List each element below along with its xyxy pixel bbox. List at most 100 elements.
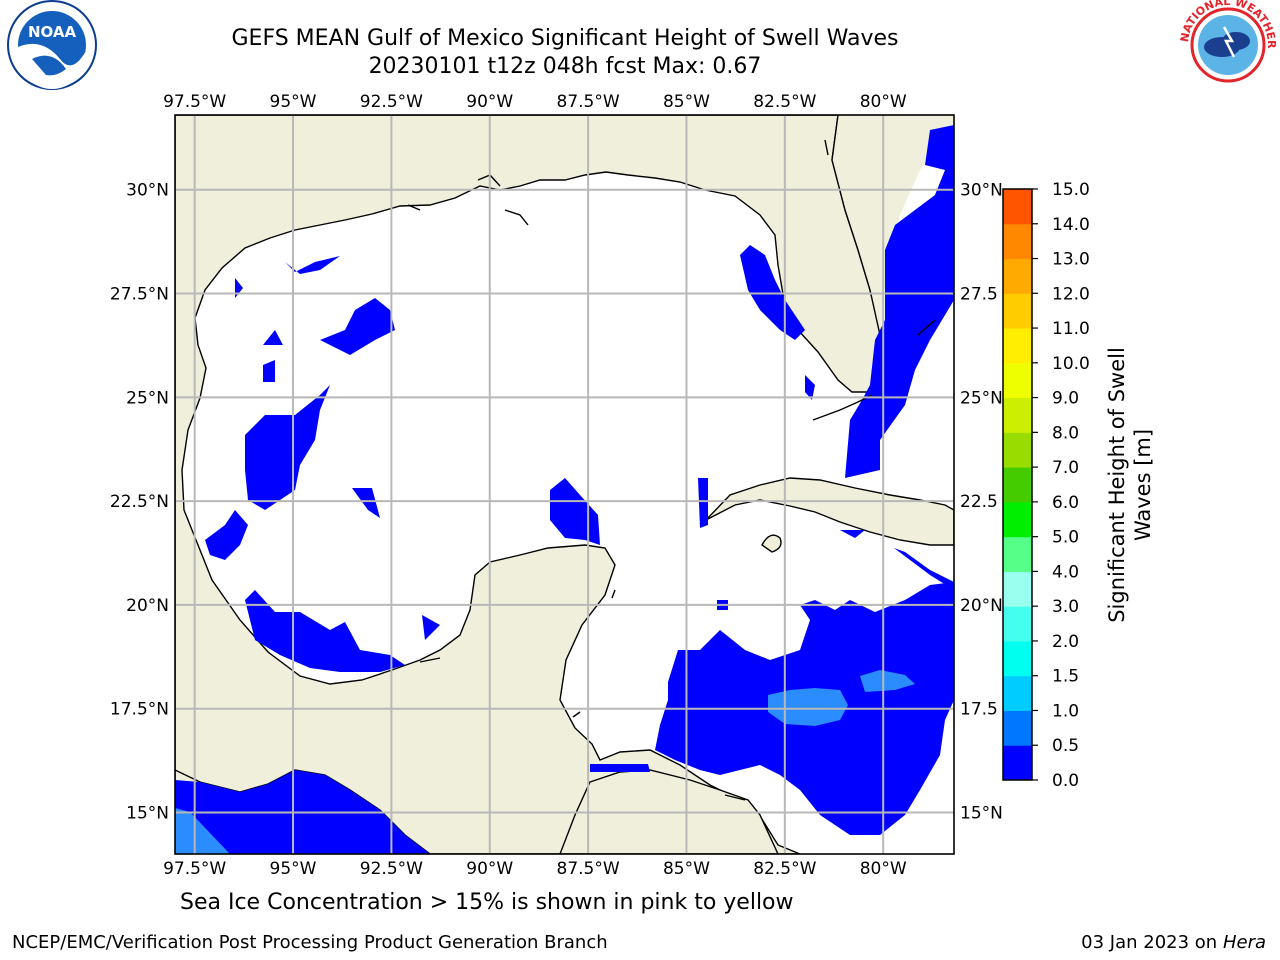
lon-tick-label-bottom: 90°W xyxy=(466,859,513,879)
lat-tick-label-left: 20°N xyxy=(126,596,169,616)
colorbar-band xyxy=(1003,223,1032,260)
lon-tick-label-top: 82.5°W xyxy=(753,92,816,112)
swell-region-small-7 xyxy=(805,375,815,400)
swell-region-west-mid xyxy=(205,510,248,560)
footer-producer: NCEP/EMC/Verification Post Processing Pr… xyxy=(12,932,608,953)
national-weather-service-logo: NATIONAL WEATHER SERVICE xyxy=(1178,0,1278,91)
colorbar-tick-label: 12.0 xyxy=(1052,284,1090,304)
swell-patch-caribbean-center xyxy=(768,688,848,726)
swell-patch-pacific-sw xyxy=(175,808,230,854)
colorbar-tick-label: 10.0 xyxy=(1052,354,1090,374)
colorbar-tick-label: 0.0 xyxy=(1052,771,1079,791)
colorbar-band xyxy=(1003,467,1032,503)
lat-tick-label-left: 17.5°N xyxy=(110,700,169,720)
swell-region-small-5 xyxy=(422,615,440,640)
colorbar-band xyxy=(1003,745,1032,781)
lon-tick-label-bottom: 80°W xyxy=(860,859,907,879)
noaa-logo-text: NOAA xyxy=(28,23,77,41)
footer-date: 03 Jan 2023 on Hera xyxy=(1081,932,1266,953)
colorbar-frame xyxy=(1002,188,1033,781)
colorbar-band xyxy=(1003,293,1032,329)
land-cuba xyxy=(705,477,954,546)
lon-tick-label-top: 97.5°W xyxy=(163,92,226,112)
lat-tick-label-right: 15°N xyxy=(960,803,1003,823)
colorbar-tick-label: 6.0 xyxy=(1052,493,1079,513)
colorbar-band xyxy=(1003,258,1032,294)
colorbar-label-line1: Significant Height of Swell xyxy=(1105,347,1129,623)
swell-patch-caribbean-east xyxy=(860,670,915,692)
swell-region-small-1 xyxy=(263,330,283,345)
lat-tick-label-right: 27.5 xyxy=(960,285,998,305)
lon-tick-label-top: 95°W xyxy=(270,92,317,112)
colorbar-tick-label: 3.0 xyxy=(1052,597,1079,617)
swell-region-nw-tip xyxy=(698,478,708,528)
swell-region-small-2 xyxy=(263,360,275,382)
sea-ice-caption: Sea Ice Concentration > 15% is shown in … xyxy=(180,890,794,915)
colorbar-band xyxy=(1003,640,1032,677)
colorbar-band xyxy=(1003,189,1032,225)
colorbar-tick-label: 8.0 xyxy=(1052,423,1079,443)
colorbar-band xyxy=(1003,362,1032,399)
colorbar-label-line2: Waves [m] xyxy=(1131,429,1155,541)
lon-tick-label-bottom: 92.5°W xyxy=(360,859,423,879)
swell-region-florida-west xyxy=(740,245,805,340)
swell-region-campeche xyxy=(245,590,405,672)
colorbar-tick-label: 1.0 xyxy=(1052,701,1079,721)
land-isla-juventud xyxy=(761,534,782,553)
colorbar-band xyxy=(1003,536,1032,572)
swell-region-east-florida xyxy=(845,125,954,478)
swell-region-small-8 xyxy=(840,530,865,538)
lon-tick-label-top: 87.5°W xyxy=(557,92,620,112)
lat-tick-label-right: 22.5 xyxy=(960,492,998,512)
colorbar-band xyxy=(1003,606,1032,642)
colorbar-band xyxy=(1003,397,1032,433)
colorbar-tick-label: 15.0 xyxy=(1052,180,1090,200)
colorbar-tick-label: 2.0 xyxy=(1052,632,1079,652)
coast-details xyxy=(407,139,936,801)
chart-title-line2: 20230101 t12z 048h fcst Max: 0.67 xyxy=(368,54,762,79)
map-panel: 97.5°W 97.5°W 95°W 95°W 92.5°W 92.5°W 90°W 90°W… xyxy=(110,92,1003,879)
swell-region-south-honduras xyxy=(590,764,650,772)
swell-region-north xyxy=(285,256,340,274)
lon-tick-label-bottom: 95°W xyxy=(270,859,317,879)
lat-tick-label-right: 20°N xyxy=(960,596,1003,616)
colorbar: 0.0 0.5 1.0 1.5 2.0 3.0 4.0 5.0 6.0 7.0 8.0 9.0 10.0… xyxy=(1002,180,1090,791)
colorbar-band xyxy=(1003,501,1032,538)
footer-date-text: 03 Jan 2023 on xyxy=(1081,932,1223,953)
colorbar-tick-label: 9.0 xyxy=(1052,389,1079,409)
lon-tick-label-bottom: 85°W xyxy=(663,859,710,879)
swell-region-small-4 xyxy=(352,488,380,518)
colorbar-band xyxy=(1003,432,1032,468)
lon-tick-label-bottom: 87.5°W xyxy=(557,859,620,879)
colorbar-tick-label: 11.0 xyxy=(1052,319,1090,339)
lat-tick-label-left: 15°N xyxy=(126,803,169,823)
colorbar-band xyxy=(1003,710,1032,746)
lon-tick-label-top: 85°W xyxy=(663,92,710,112)
lat-tick-label-left: 22.5°N xyxy=(110,492,169,512)
colorbar-tick-label: 5.0 xyxy=(1052,528,1079,548)
colorbar-tick-label: 1.5 xyxy=(1052,667,1079,687)
lon-tick-label-bottom: 82.5°W xyxy=(753,859,816,879)
colorbar-tick-label: 0.5 xyxy=(1052,736,1079,756)
map-gridlines xyxy=(175,115,954,854)
map-axis-labels: 97.5°W 97.5°W 95°W 95°W 92.5°W 92.5°W 90°W 90°W… xyxy=(110,92,1003,879)
colorbar-tick-label: 4.0 xyxy=(1052,562,1079,582)
colorbar-tick-label: 13.0 xyxy=(1052,250,1090,270)
lat-tick-label-left: 25°N xyxy=(126,388,169,408)
lat-tick-label-left: 27.5°N xyxy=(110,285,169,305)
map-frame xyxy=(174,114,955,855)
lat-tick-label-right: 17.5 xyxy=(960,700,998,720)
lon-tick-label-top: 90°W xyxy=(466,92,513,112)
swell-region-west-gulf xyxy=(245,385,330,510)
land-florida-east xyxy=(832,115,954,380)
lon-tick-label-bottom: 97.5°W xyxy=(163,859,226,879)
chart-title-line1: GEFS MEAN Gulf of Mexico Significant Hei… xyxy=(231,26,899,51)
lon-tick-label-top: 80°W xyxy=(860,92,907,112)
colorbar-tick-label: 14.0 xyxy=(1052,215,1090,235)
swell-region-north-west xyxy=(320,298,395,355)
lat-tick-label-right: 30°N xyxy=(960,181,1003,201)
noaa-logo: NOAA xyxy=(7,0,97,90)
footer-host: Hera xyxy=(1222,932,1266,953)
lat-tick-label-right: 25°N xyxy=(960,388,1003,408)
